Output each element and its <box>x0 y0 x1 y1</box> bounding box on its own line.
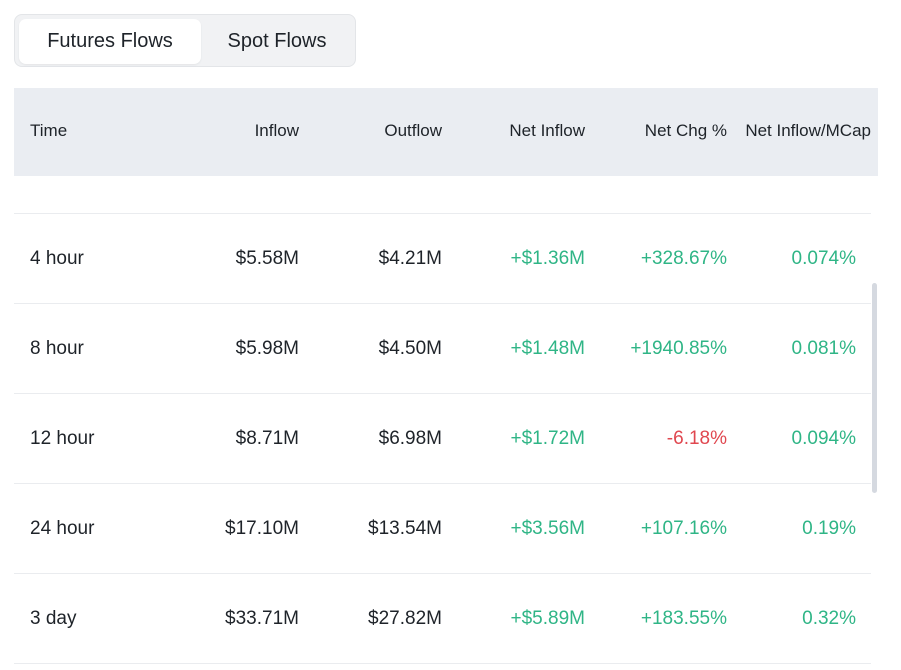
scrollbar[interactable] <box>872 283 877 493</box>
table-cell: $33.71M <box>225 608 299 629</box>
table-cell: $6.98M <box>378 428 442 449</box>
table-cell: $5.98M <box>235 338 299 359</box>
row-divider <box>14 213 871 214</box>
table-cell: $4.50M <box>378 338 442 359</box>
tab-bar: Futures Flows Spot Flows <box>14 14 356 67</box>
row-label: 3 day <box>30 608 77 629</box>
table-cell: 0.074% <box>791 248 856 269</box>
table-cell: +183.55% <box>640 608 727 629</box>
column-header: Net Chg % <box>644 121 727 140</box>
row-divider <box>14 573 871 574</box>
table-header: Time Inflow Outflow Net Inflow Net Chg % Net … <box>14 88 878 176</box>
row-divider <box>14 303 871 304</box>
row-divider <box>14 663 871 664</box>
tab[interactable]: Futures Flows <box>19 19 201 64</box>
table-cell: +$1.36M <box>510 248 585 269</box>
table-cell: +$5.89M <box>510 608 585 629</box>
table-cell: +$1.48M <box>510 338 585 359</box>
row-label: 4 hour <box>30 248 84 269</box>
column-header: Inflow <box>254 121 299 140</box>
tab[interactable]: Spot Flows <box>227 30 327 52</box>
table-cell: +107.16% <box>640 518 727 539</box>
table-cell: 0.19% <box>802 518 856 539</box>
table-cell: +328.67% <box>640 248 727 269</box>
table-cell: $27.82M <box>368 608 442 629</box>
table-cell: 0.32% <box>802 608 856 629</box>
table-cell: +1940.85% <box>630 338 727 359</box>
row-divider <box>14 483 871 484</box>
table-cell: $5.58M <box>235 248 299 269</box>
column-header: Net Inflow <box>509 121 585 140</box>
table-cell: -6.18% <box>666 428 727 449</box>
row-divider <box>14 393 871 394</box>
column-header: Outflow <box>384 121 442 140</box>
table-cell: +$3.56M <box>510 518 585 539</box>
table-cell: 0.081% <box>791 338 856 359</box>
table-cell: $4.21M <box>378 248 442 269</box>
row-label: 24 hour <box>30 518 95 539</box>
table-cell: 0.094% <box>791 428 856 449</box>
table-cell: $17.10M <box>225 518 299 539</box>
column-header: Net Inflow/MCap <box>745 121 871 140</box>
column-header: Time <box>30 121 68 140</box>
table-cell: +$1.72M <box>510 428 585 449</box>
row-label: 12 hour <box>30 428 95 449</box>
row-label: 8 hour <box>30 338 84 359</box>
table-cell: $8.71M <box>235 428 299 449</box>
table-cell: $13.54M <box>368 518 442 539</box>
